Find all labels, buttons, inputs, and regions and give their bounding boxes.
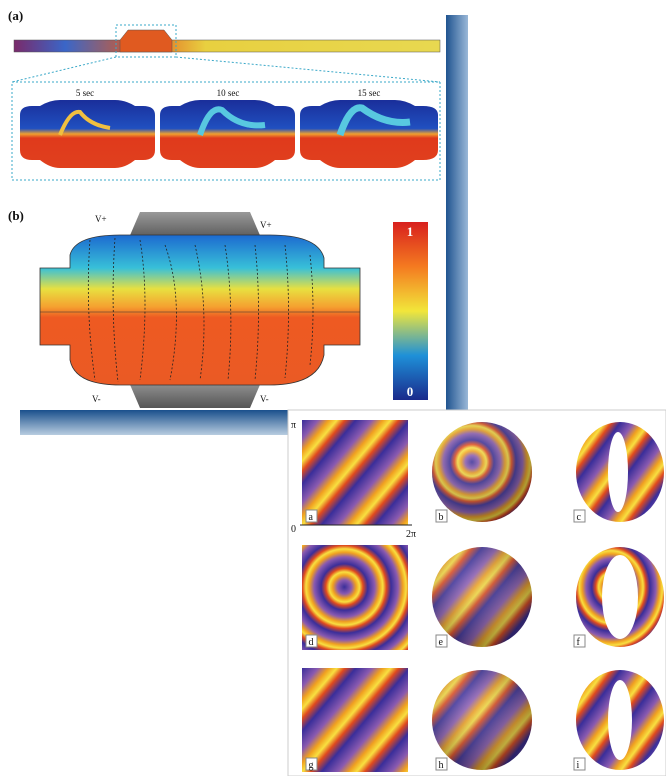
axis-label: π (291, 420, 296, 431)
shape (197, 106, 266, 136)
channel (13, 39, 441, 53)
tag-box (435, 509, 448, 523)
tag-box (573, 757, 586, 771)
pattern (302, 420, 408, 525)
snapshot-label: 10 sec (217, 88, 240, 98)
shape (58, 109, 111, 136)
colorbar (393, 222, 428, 400)
electrode-label: V+ (260, 220, 272, 230)
panel-tag: c (577, 512, 582, 523)
pattern (302, 668, 408, 772)
electrode (128, 212, 262, 240)
shape (164, 244, 177, 381)
shape (139, 239, 146, 381)
electrode-label: V- (92, 394, 101, 404)
shape (608, 680, 632, 760)
tag-box (573, 634, 586, 648)
panel-tag: f (577, 637, 581, 648)
tag-box (305, 634, 318, 648)
shape (608, 432, 628, 512)
colorbar-min: 0 (407, 384, 414, 399)
chamber (39, 234, 361, 386)
snapshot-label: 5 sec (76, 88, 94, 98)
snapshot (300, 100, 438, 168)
panel-label: (b) (8, 208, 24, 223)
tag-box (305, 757, 318, 771)
chamber (119, 29, 173, 53)
panel-tag: a (309, 512, 314, 523)
shadow (445, 15, 468, 420)
zoom-line (11, 56, 441, 83)
shape (432, 422, 532, 522)
axis-label: 2π (406, 529, 416, 540)
shape (87, 239, 96, 381)
tag-box (435, 757, 448, 771)
shape (432, 670, 532, 770)
panel-tag: b (439, 512, 444, 523)
tag-box (435, 634, 448, 648)
electrode-label: V+ (95, 214, 107, 224)
pattern (302, 545, 408, 650)
snapshots (20, 100, 438, 168)
tag-box (305, 509, 318, 523)
panel-tag: g (309, 760, 314, 771)
panel-tag: e (439, 637, 444, 648)
electrode-label: V- (260, 394, 269, 404)
tag-box (573, 509, 586, 523)
panel-tag: d (309, 637, 314, 648)
axis-label: 0 (291, 524, 296, 535)
shape (194, 244, 205, 381)
panel-tags: a b c d e f g h i (305, 509, 586, 771)
shape (432, 547, 532, 647)
pattern-grid (302, 420, 664, 772)
panel-tag: h (439, 760, 444, 771)
shape (112, 237, 119, 383)
streamlines (87, 237, 314, 383)
panel-tag: i (577, 760, 580, 771)
snapshot (20, 100, 155, 168)
shape (602, 555, 638, 639)
snapshot-label: 15 sec (358, 88, 381, 98)
electrode (128, 380, 262, 408)
zoom-frame (11, 81, 441, 181)
shape (336, 104, 411, 137)
snapshot (160, 100, 295, 168)
zoom-box (115, 24, 177, 58)
shape (284, 244, 289, 379)
panel-label: (a) (8, 8, 23, 23)
colorbar-max: 1 (407, 224, 414, 239)
